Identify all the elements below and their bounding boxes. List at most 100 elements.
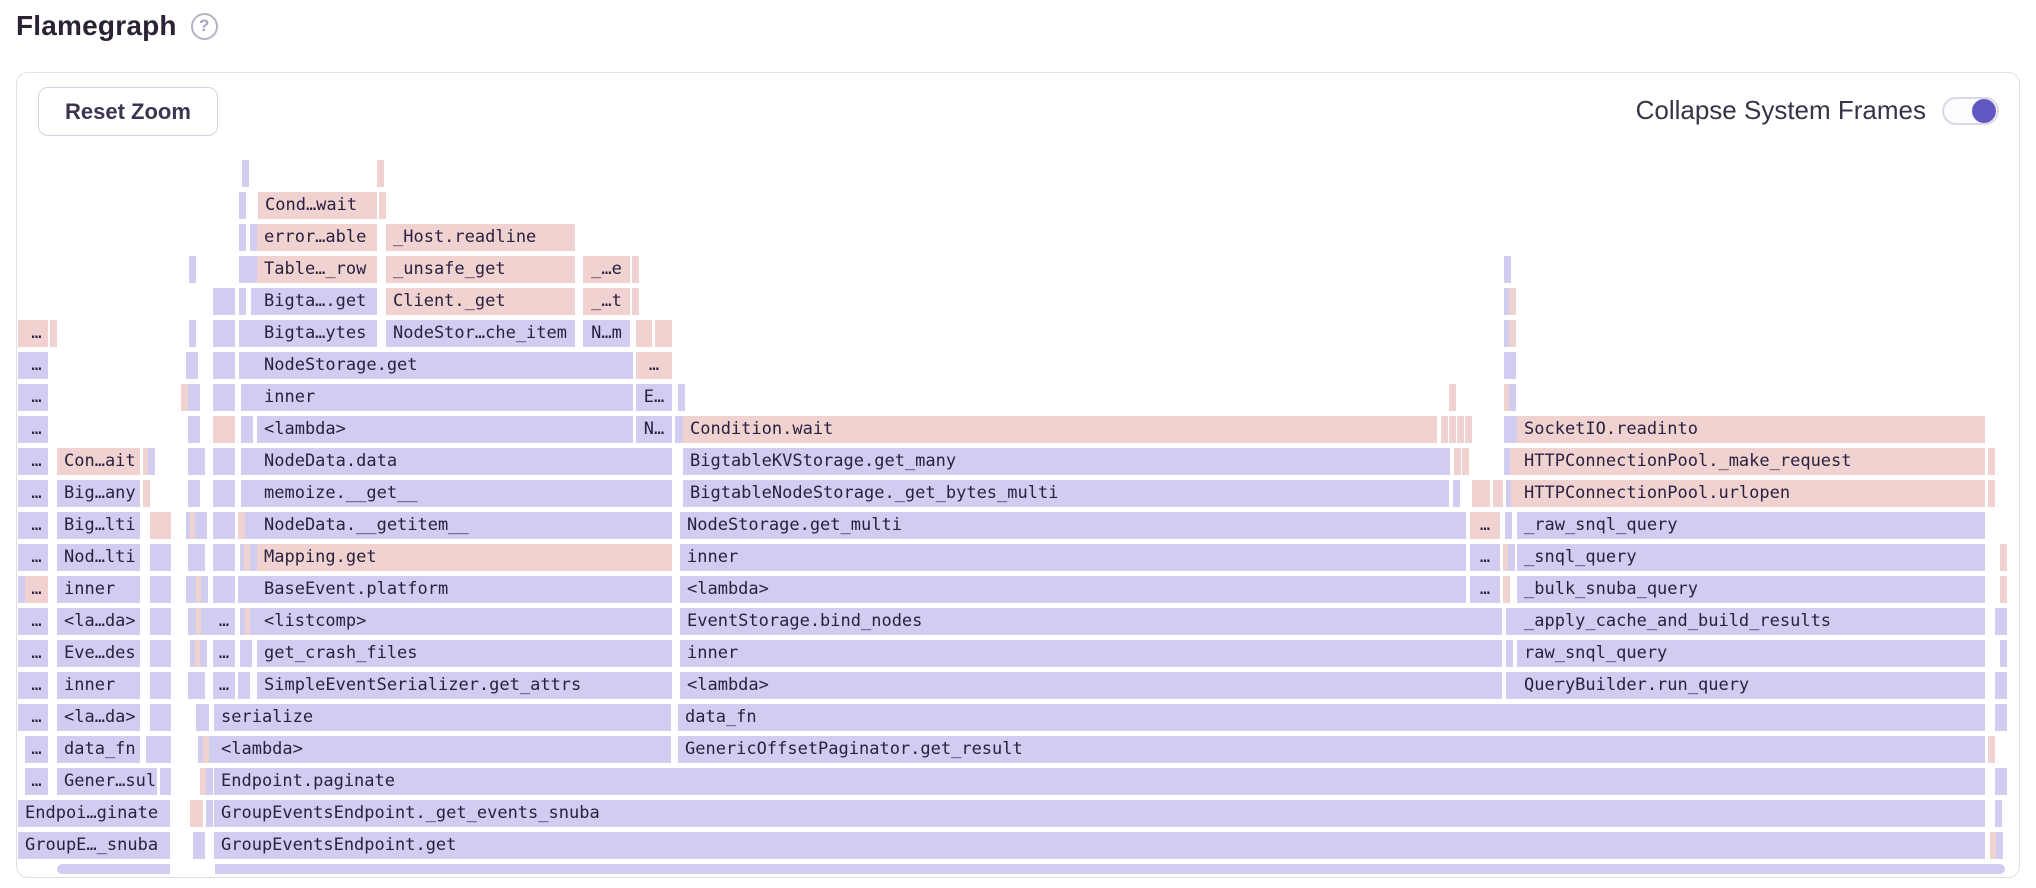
flame-frame[interactable]: <lambda>	[680, 672, 1502, 699]
flame-frame[interactable]: …	[25, 448, 48, 475]
flame-frame[interactable]: …	[25, 512, 48, 539]
flame-frame[interactable]	[188, 448, 195, 475]
flame-frame[interactable]: …	[25, 608, 48, 635]
flame-frame[interactable]	[1988, 736, 1995, 763]
flame-frame[interactable]	[242, 160, 249, 187]
flame-frame[interactable]	[250, 224, 257, 251]
flame-frame[interactable]	[146, 736, 171, 763]
flame-frame[interactable]	[1504, 416, 1511, 443]
flame-frame[interactable]	[246, 480, 253, 507]
flame-frame[interactable]: <lambda>	[214, 736, 671, 763]
flame-frame[interactable]: _…t	[583, 288, 630, 315]
flame-frame[interactable]	[206, 608, 213, 635]
flame-frame[interactable]	[636, 320, 652, 347]
flame-frame[interactable]	[190, 640, 197, 667]
flame-frame[interactable]	[246, 384, 253, 411]
flame-frame[interactable]	[251, 448, 258, 475]
flame-frame[interactable]	[239, 224, 246, 251]
flame-frame[interactable]	[193, 480, 200, 507]
flame-frame[interactable]	[18, 672, 25, 699]
flame-frame[interactable]	[632, 288, 639, 315]
flame-frame[interactable]	[18, 576, 25, 603]
flame-frame[interactable]: inner	[680, 640, 1502, 667]
flame-frame[interactable]: …	[213, 640, 235, 667]
flame-frame[interactable]	[193, 416, 200, 443]
flame-frame[interactable]	[1509, 352, 1516, 379]
flame-frame[interactable]	[246, 352, 253, 379]
flame-frame[interactable]	[655, 320, 672, 347]
flame-frame[interactable]	[1506, 608, 1513, 635]
flame-frame[interactable]	[1453, 480, 1460, 507]
flame-frame[interactable]	[188, 544, 195, 571]
flame-frame[interactable]	[18, 544, 25, 571]
flame-frame[interactable]	[186, 576, 193, 603]
flame-frame[interactable]	[1465, 416, 1472, 443]
flame-frame[interactable]: <la…da>	[57, 608, 140, 635]
flame-frame[interactable]	[1511, 480, 1518, 507]
flame-frame[interactable]	[1449, 384, 1456, 411]
flame-frame[interactable]	[143, 480, 150, 507]
flame-frame[interactable]	[245, 512, 252, 539]
flame-frame[interactable]	[379, 192, 386, 219]
flame-frame[interactable]: …	[213, 608, 235, 635]
flame-frame[interactable]: Table…_row	[257, 256, 377, 283]
flame-frame[interactable]	[213, 288, 235, 315]
flame-frame[interactable]	[18, 480, 25, 507]
flame-frame[interactable]	[198, 448, 205, 475]
flame-frame[interactable]	[1506, 480, 1513, 507]
flame-frame[interactable]: QueryBuilder.run_query	[1517, 672, 1985, 699]
flame-frame[interactable]	[188, 384, 195, 411]
flame-frame[interactable]	[202, 704, 209, 731]
flame-frame[interactable]	[213, 512, 235, 539]
flame-frame[interactable]	[215, 864, 2005, 874]
flame-frame[interactable]	[143, 448, 150, 475]
flame-frame[interactable]: _snql_query	[1517, 544, 1985, 571]
flame-frame[interactable]: …	[25, 416, 48, 443]
flame-frame[interactable]	[679, 416, 686, 443]
flame-frame[interactable]: NodeData.data	[257, 448, 672, 475]
flame-frame[interactable]: inner	[57, 576, 140, 603]
flame-frame[interactable]	[239, 320, 246, 347]
flame-frame[interactable]: SimpleEventSerializer.get_attrs	[257, 672, 672, 699]
flame-frame[interactable]: Endpoi…ginate	[18, 800, 170, 827]
flame-frame[interactable]	[213, 576, 235, 603]
flame-frame[interactable]	[243, 672, 250, 699]
flame-frame[interactable]: BaseEvent.platform	[257, 576, 672, 603]
flame-frame[interactable]	[189, 256, 196, 283]
flame-frame[interactable]	[190, 800, 203, 827]
flame-frame[interactable]	[18, 352, 25, 379]
flame-frame[interactable]	[1504, 256, 1511, 283]
flame-frame[interactable]	[1449, 416, 1456, 443]
flame-frame[interactable]	[1996, 832, 2003, 859]
flame-frame[interactable]: NodeStor…che_item	[386, 320, 575, 347]
flame-frame[interactable]	[251, 384, 258, 411]
flame-frame[interactable]	[251, 256, 258, 283]
flame-frame[interactable]: inner	[257, 384, 633, 411]
flame-frame[interactable]	[18, 320, 25, 347]
flame-frame[interactable]	[206, 768, 213, 795]
flame-frame[interactable]	[1503, 544, 1510, 571]
flame-frame[interactable]: …	[1470, 544, 1500, 571]
flame-frame[interactable]	[50, 320, 57, 347]
flame-frame[interactable]: _raw_snql_query	[1517, 512, 1985, 539]
flame-frame[interactable]	[213, 544, 235, 571]
flame-frame[interactable]	[1995, 672, 2002, 699]
flame-frame[interactable]: GenericOffsetPaginator.get_result	[678, 736, 1985, 763]
flame-frame[interactable]: Gener…sult	[57, 768, 157, 795]
flame-frame[interactable]: …	[1470, 576, 1500, 603]
flame-frame[interactable]	[250, 576, 257, 603]
flame-frame[interactable]: …	[636, 352, 672, 379]
flame-frame[interactable]	[200, 640, 207, 667]
flame-frame[interactable]	[188, 672, 195, 699]
flame-frame[interactable]	[193, 832, 200, 859]
flame-frame[interactable]	[240, 544, 247, 571]
flame-frame[interactable]	[188, 480, 195, 507]
flame-frame[interactable]	[239, 352, 246, 379]
flame-frame[interactable]	[150, 640, 171, 667]
flame-frame[interactable]	[241, 480, 248, 507]
flame-frame[interactable]	[18, 384, 25, 411]
flame-frame[interactable]: …	[25, 320, 48, 347]
flame-frame[interactable]: inner	[680, 544, 1466, 571]
flame-frame[interactable]: …	[25, 736, 48, 763]
flame-frame[interactable]	[1510, 448, 1517, 475]
